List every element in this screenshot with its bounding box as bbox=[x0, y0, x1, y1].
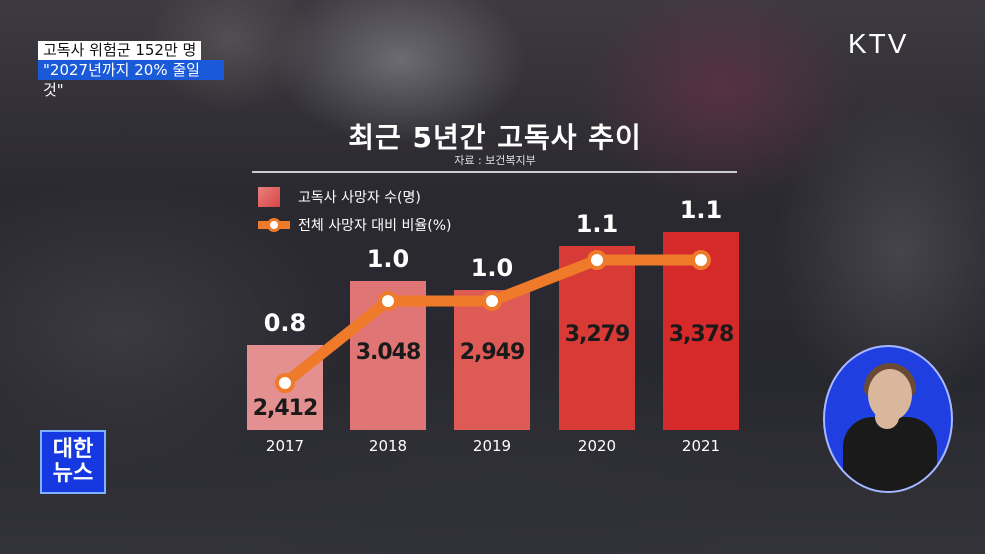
bar-value-label: 3,378 bbox=[668, 322, 735, 347]
chart-title: 최근 5년간 고독사 추이 bbox=[348, 121, 642, 154]
program-badge: 대한 뉴스 bbox=[40, 430, 106, 494]
bar-value-label: 2,949 bbox=[459, 340, 526, 365]
x-axis-tick-label: 2018 bbox=[368, 437, 408, 455]
ktv-logo: KTV bbox=[848, 28, 909, 59]
ratio-point-marker bbox=[482, 291, 502, 311]
title-divider bbox=[252, 171, 737, 173]
ratio-point-marker bbox=[691, 250, 711, 270]
bar-2020 bbox=[559, 246, 635, 430]
badge-line1: 대한 bbox=[52, 437, 94, 462]
x-axis-tick-label: 2021 bbox=[681, 437, 721, 455]
legend-label-ratio: 전체 사망자 대비 비율(%) bbox=[298, 218, 452, 234]
ratio-line bbox=[281, 254, 701, 388]
x-axis-tick-label: 2019 bbox=[472, 437, 512, 455]
ratio-value-label: 0.8 bbox=[263, 309, 307, 337]
chart-legend: 고독사 사망자 수(명) 전체 사망자 대비 비율(%) bbox=[258, 186, 452, 242]
legend-label-deaths: 고독사 사망자 수(명) bbox=[298, 190, 421, 206]
line-marker-icon bbox=[258, 215, 290, 235]
bar-value-label: 2,412 bbox=[252, 396, 319, 421]
badge-line2: 뉴스 bbox=[52, 461, 94, 486]
bar-value-label: 3.048 bbox=[355, 340, 422, 365]
news-caption: 고독사 위험군 152만 명 "2027년까지 20% 줄일 것" bbox=[38, 40, 224, 99]
ratio-value-label: 1.1 bbox=[679, 196, 723, 224]
x-axis-tick-label: 2017 bbox=[265, 437, 305, 455]
ratio-value-label: 1.1 bbox=[575, 210, 619, 238]
x-axis-tick-label: 2020 bbox=[577, 437, 617, 455]
ratio-point-marker bbox=[378, 291, 398, 311]
ratio-value-label: 1.0 bbox=[470, 254, 514, 282]
caption-headline: 고독사 위험군 152만 명 bbox=[38, 41, 202, 60]
legend-item-deaths: 고독사 사망자 수(명) bbox=[258, 186, 452, 208]
caption-subheadline: "2027년까지 20% 줄일 것" bbox=[38, 60, 224, 99]
sign-language-interpreter bbox=[823, 345, 953, 493]
bar-swatch-icon bbox=[258, 187, 280, 207]
ratio-point-marker bbox=[587, 250, 607, 270]
chart-source: 자료 : 보건복지부 bbox=[454, 154, 536, 167]
legend-item-ratio: 전체 사망자 대비 비율(%) bbox=[258, 214, 452, 236]
bar-value-label: 3,279 bbox=[564, 322, 631, 347]
ratio-value-label: 1.0 bbox=[366, 245, 410, 273]
ratio-point-marker bbox=[275, 373, 295, 393]
bar-2019 bbox=[454, 290, 530, 430]
